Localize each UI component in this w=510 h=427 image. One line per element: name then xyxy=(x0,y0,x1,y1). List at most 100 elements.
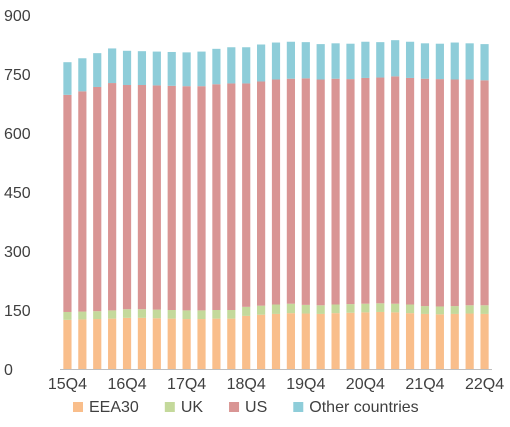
bar-uk xyxy=(420,306,430,314)
bar-uk xyxy=(242,306,251,316)
bar-eea30 xyxy=(108,318,117,369)
bar-us xyxy=(182,86,191,311)
bar-stack-19Q2 xyxy=(271,42,281,369)
bar-us xyxy=(361,77,370,304)
bar-uk xyxy=(465,305,474,314)
bar-uk xyxy=(435,306,444,315)
y-tick-label: 150 xyxy=(4,303,31,320)
bar-eea30 xyxy=(212,318,221,369)
bar-us xyxy=(212,84,221,310)
bar-uk xyxy=(137,309,147,318)
bar-eea30 xyxy=(376,311,385,369)
bar-eea30 xyxy=(182,319,191,369)
bar-us xyxy=(405,77,415,305)
x-tick-label: 15Q4 xyxy=(48,376,87,393)
bar-stack-15Q4 xyxy=(63,62,72,369)
bar-us xyxy=(480,80,489,306)
legend-swatch xyxy=(229,402,240,412)
bar-other-countries xyxy=(271,42,281,80)
y-axis-ticks: 0 150 300 450 600 750 900 xyxy=(4,8,31,379)
bar-stack-20Q3 xyxy=(346,43,355,369)
x-tick-label: 21Q4 xyxy=(405,376,444,393)
bar-eea30 xyxy=(63,319,72,369)
bar-uk xyxy=(257,305,266,315)
bar-uk xyxy=(63,311,72,320)
bar-stack-22Q4 xyxy=(480,44,489,369)
bar-uk xyxy=(182,310,191,320)
bar-uk xyxy=(271,304,281,314)
bar-stack-17Q2 xyxy=(152,51,161,369)
bar-us xyxy=(257,81,266,306)
bar-uk xyxy=(286,303,295,314)
bar-other-countries xyxy=(346,43,355,80)
bar-eea30 xyxy=(331,313,340,369)
bar-uk xyxy=(78,311,87,320)
bar-us xyxy=(346,79,355,305)
bar-stack-16Q3 xyxy=(108,48,117,369)
bar-other-countries xyxy=(376,42,385,78)
bar-stack-16Q1 xyxy=(78,58,87,369)
bar-uk xyxy=(405,304,415,314)
bar-us xyxy=(122,85,132,310)
y-tick-label: 0 xyxy=(4,362,13,379)
bar-uk xyxy=(197,310,206,320)
bar-stack-19Q1 xyxy=(257,44,266,369)
bar-stack-21Q2 xyxy=(391,40,400,369)
legend-label: US xyxy=(245,399,267,416)
bar-us xyxy=(435,79,444,307)
bar-stack-17Q4 xyxy=(182,52,191,369)
bar-other-countries xyxy=(242,47,251,84)
bar-eea30 xyxy=(465,313,474,369)
bar-other-countries xyxy=(435,43,444,80)
bar-us xyxy=(197,86,206,311)
bar-eea30 xyxy=(346,312,355,369)
bar-eea30 xyxy=(361,312,370,369)
bar-eea30 xyxy=(301,313,310,369)
bar-other-countries xyxy=(450,42,459,80)
bar-other-countries xyxy=(361,41,370,78)
bar-eea30 xyxy=(420,313,430,369)
bar-uk xyxy=(450,306,459,314)
bar-us xyxy=(331,78,340,305)
bar-other-countries xyxy=(78,58,87,92)
bar-stack-20Q4 xyxy=(361,41,370,369)
bar-uk xyxy=(376,303,385,312)
bar-other-countries xyxy=(405,41,415,78)
bar-other-countries xyxy=(465,43,474,80)
x-tick-label: 19Q4 xyxy=(286,376,325,393)
bar-eea30 xyxy=(450,313,459,369)
bar-other-countries xyxy=(227,47,236,84)
bar-uk xyxy=(227,310,236,319)
bar-stack-20Q2 xyxy=(331,43,340,369)
bar-stack-17Q1 xyxy=(137,51,147,369)
bar-us xyxy=(63,94,72,312)
bar-eea30 xyxy=(78,319,87,369)
bar-eea30 xyxy=(167,318,176,369)
bar-uk xyxy=(167,310,176,319)
bar-eea30 xyxy=(316,313,325,369)
bar-stack-17Q3 xyxy=(167,51,176,369)
bar-stack-22Q3 xyxy=(465,43,474,369)
bar-other-countries xyxy=(480,44,489,81)
bar-other-countries xyxy=(182,52,191,87)
bar-us xyxy=(376,77,385,304)
bar-us xyxy=(152,85,161,310)
legend-item-other-countries: Other countries xyxy=(293,399,419,416)
bar-stack-22Q1 xyxy=(435,43,444,369)
bar-eea30 xyxy=(242,315,251,369)
bars-area xyxy=(63,40,489,369)
bar-eea30 xyxy=(286,313,295,369)
legend-label: Other countries xyxy=(309,399,418,416)
bar-other-countries xyxy=(212,48,221,85)
bar-uk xyxy=(331,304,340,314)
legend-label: UK xyxy=(181,399,204,416)
bar-us xyxy=(78,91,87,312)
bar-uk xyxy=(316,305,325,314)
bar-uk xyxy=(212,310,221,319)
bar-stack-18Q3 xyxy=(227,47,236,369)
y-tick-label: 900 xyxy=(4,8,31,25)
bar-uk xyxy=(480,305,489,314)
bar-us xyxy=(167,85,176,310)
bar-uk xyxy=(93,311,102,320)
